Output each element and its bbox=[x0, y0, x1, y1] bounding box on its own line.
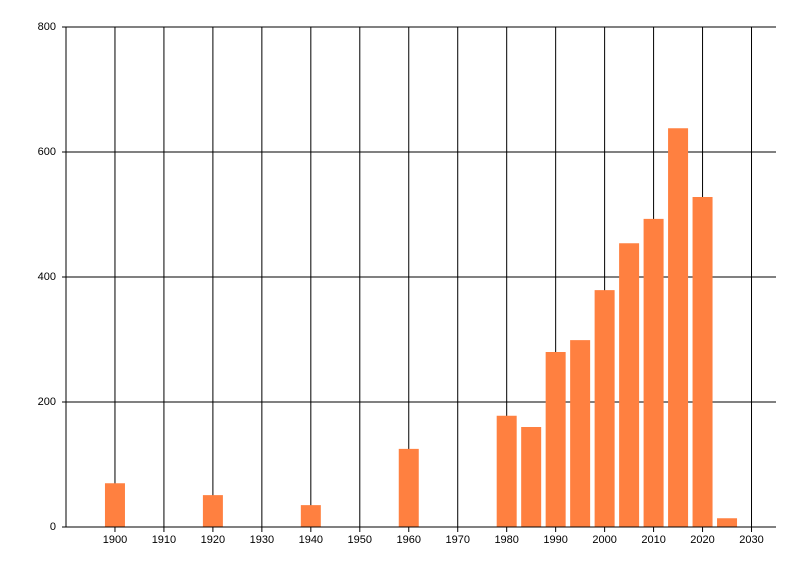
bar bbox=[202, 495, 223, 527]
x-tick-label: 1920 bbox=[201, 534, 225, 546]
x-tick-label: 1990 bbox=[543, 534, 567, 546]
y-tick-label: 600 bbox=[38, 146, 56, 158]
bar bbox=[717, 518, 738, 527]
x-tick-label: 2000 bbox=[592, 534, 616, 546]
y-tick-label: 0 bbox=[50, 521, 56, 533]
bar bbox=[619, 243, 640, 527]
x-tick-label: 1900 bbox=[103, 534, 127, 546]
bar bbox=[300, 505, 321, 527]
bar bbox=[643, 218, 664, 527]
x-tick-label: 1910 bbox=[152, 534, 176, 546]
bar bbox=[104, 483, 125, 527]
y-tick-label: 400 bbox=[38, 271, 56, 283]
y-tick-label: 200 bbox=[38, 396, 56, 408]
x-tick-label: 2030 bbox=[739, 534, 763, 546]
x-tick-label: 1960 bbox=[397, 534, 421, 546]
x-tick-label: 1950 bbox=[348, 534, 372, 546]
x-tick-label: 1930 bbox=[250, 534, 274, 546]
x-tick-label: 1940 bbox=[299, 534, 323, 546]
bar bbox=[496, 415, 517, 527]
bar bbox=[570, 340, 591, 527]
bar bbox=[398, 448, 419, 527]
bar bbox=[692, 197, 713, 527]
x-tick-label: 2010 bbox=[641, 534, 665, 546]
bar bbox=[668, 128, 689, 527]
x-tick-label: 1980 bbox=[494, 534, 518, 546]
x-tick-label: 1970 bbox=[445, 534, 469, 546]
bar bbox=[594, 290, 615, 527]
bar bbox=[545, 352, 566, 527]
bar bbox=[521, 427, 542, 527]
y-tick-label: 800 bbox=[38, 21, 56, 33]
x-tick-label: 2020 bbox=[690, 534, 714, 546]
